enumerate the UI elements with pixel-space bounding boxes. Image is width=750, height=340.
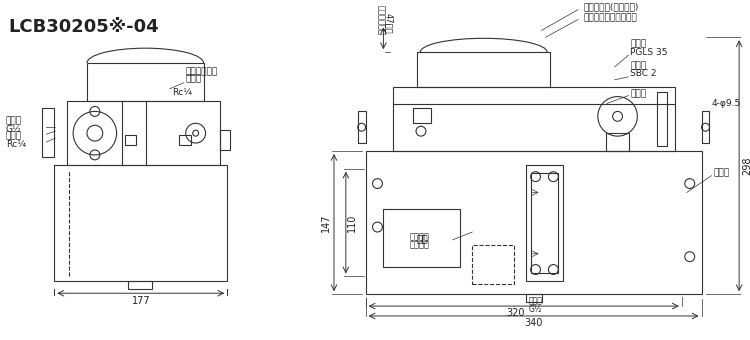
Text: 320: 320	[506, 308, 525, 318]
Text: LCB30205※-04: LCB30205※-04	[8, 18, 158, 36]
Text: G½: G½	[529, 305, 542, 313]
Text: 177: 177	[131, 296, 150, 306]
Bar	[54, 165, 227, 282]
Bar	[413, 108, 430, 123]
Text: SBC 2: SBC 2	[631, 69, 657, 79]
Bar	[701, 112, 709, 143]
Bar	[178, 135, 190, 145]
Bar	[383, 209, 460, 267]
Text: 147: 147	[321, 213, 331, 232]
Bar	[657, 92, 667, 146]
Text: 4-φ9.5: 4-φ9.5	[712, 99, 741, 108]
Text: 吐出口: 吐出口	[6, 132, 22, 141]
Text: 油面計: 油面計	[631, 89, 646, 98]
Text: カバー取外し: カバー取外し	[376, 5, 385, 35]
Bar	[43, 108, 54, 157]
Text: スイッチ: スイッチ	[410, 240, 430, 249]
Text: 110: 110	[346, 214, 357, 232]
Text: PGLS 35: PGLS 35	[631, 48, 668, 57]
Bar	[526, 165, 563, 282]
Bar	[472, 245, 514, 284]
Text: 298: 298	[742, 156, 750, 175]
Text: 圧力計: 圧力計	[631, 40, 646, 49]
Bar	[606, 133, 629, 151]
Bar	[417, 52, 550, 87]
Bar	[358, 112, 365, 143]
Text: 銘板: 銘板	[416, 233, 428, 243]
Text: 圧力スイッチ: 圧力スイッチ	[186, 67, 218, 76]
Text: 給油口: 給油口	[631, 62, 646, 70]
Bar	[68, 101, 220, 165]
Text: ドレン: ドレン	[529, 296, 542, 306]
Bar	[365, 151, 701, 294]
Text: 潤滑異常ランプ（赤）: 潤滑異常ランプ（赤）	[583, 13, 637, 22]
Bar	[393, 87, 675, 151]
Bar	[87, 63, 203, 101]
Text: 47以上: 47以上	[384, 13, 393, 33]
Bar	[526, 294, 542, 302]
Text: 潤滑寸動釦(リセット): 潤滑寸動釦(リセット)	[583, 2, 638, 11]
Text: Rc¼: Rc¼	[172, 88, 192, 97]
Text: 340: 340	[524, 318, 543, 328]
Bar	[220, 130, 230, 150]
Text: タンク: タンク	[713, 168, 730, 177]
Text: G½: G½	[6, 125, 22, 134]
Text: 配線口: 配線口	[6, 117, 22, 126]
Bar	[128, 282, 152, 289]
Text: Rc¼: Rc¼	[6, 139, 26, 149]
Bar	[531, 173, 558, 273]
Text: フロート: フロート	[410, 233, 430, 241]
Text: 配線口: 配線口	[186, 74, 202, 83]
Bar	[124, 135, 136, 145]
